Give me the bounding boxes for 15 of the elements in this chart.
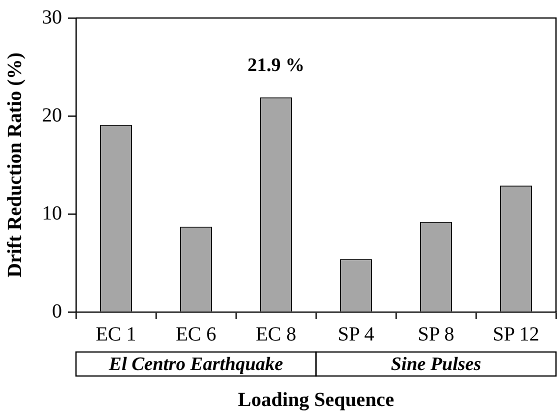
y-tick-label: 10	[42, 202, 62, 224]
y-tick-label: 20	[42, 104, 62, 126]
x-tick-label: EC 6	[176, 323, 216, 346]
text: Sine Pulses	[390, 354, 482, 375]
y-axis-title: Drift Reduction Ratio (%)	[4, 52, 26, 278]
text: El Centro Earthquake	[108, 354, 284, 375]
x-tick-label: SP 8	[418, 323, 454, 346]
x-tick-label: SP 4	[338, 323, 374, 346]
x-tick-label: EC 8	[256, 323, 296, 346]
y-tick-label: 0	[52, 300, 62, 322]
x-axis-title: Loading Sequence	[238, 389, 394, 412]
y-tick-label: 30	[42, 6, 62, 28]
x-tick-label: SP 12	[492, 323, 540, 346]
data-label: 21.9 %	[248, 54, 304, 76]
x-tick-label: EC 1	[96, 323, 136, 346]
